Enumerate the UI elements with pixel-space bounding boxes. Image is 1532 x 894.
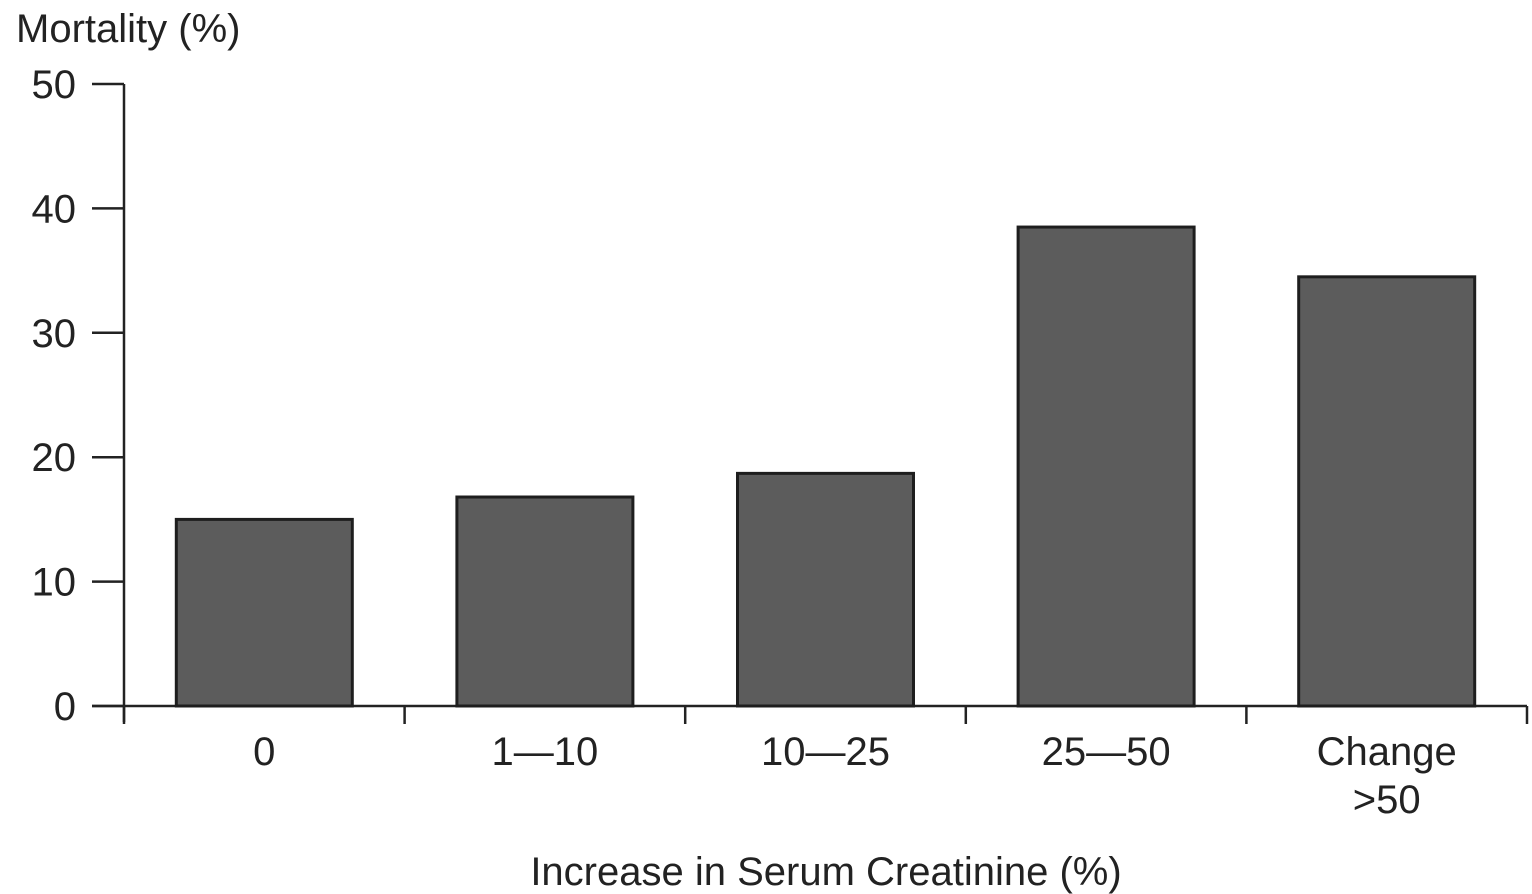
- bar-2: [455, 495, 635, 708]
- x-tick-label: 0: [253, 730, 275, 774]
- x-axis-label: Increase in Serum Creatinine (%): [530, 850, 1121, 894]
- x-tick-label: Change >50: [1317, 730, 1457, 822]
- x-tick-label: 25—50: [1042, 730, 1171, 774]
- x-axis: 0 1—10 10—25 25—50 Change >50: [92, 704, 1529, 822]
- y-tick-label: 0: [54, 685, 76, 729]
- y-axis-label: Mortality (%): [16, 7, 240, 51]
- bar-1: [174, 517, 354, 708]
- y-tick-label: 10: [32, 561, 77, 605]
- y-tick-label: 30: [32, 312, 77, 356]
- bar-4: [1016, 225, 1196, 708]
- bar-5: [1297, 275, 1477, 708]
- x-tick-label: 10—25: [761, 730, 890, 774]
- bar-3: [736, 471, 915, 708]
- y-tick-label: 50: [32, 63, 77, 107]
- y-axis: 0 10 20 30 40 50: [32, 63, 126, 729]
- y-tick-label: 40: [32, 187, 77, 231]
- x-tick-label: 1—10: [492, 730, 599, 774]
- bars: [174, 225, 1477, 708]
- y-tick-label: 20: [32, 436, 77, 480]
